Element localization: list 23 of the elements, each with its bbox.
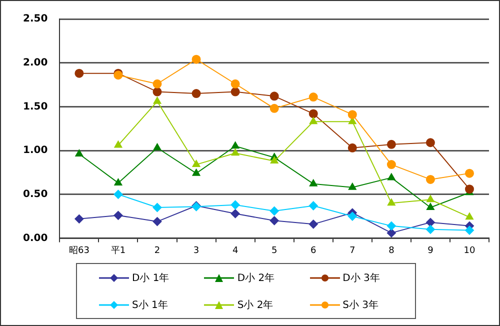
y-tick-label: 1.00 bbox=[22, 145, 48, 156]
y-tick-label: 2.00 bbox=[22, 57, 48, 68]
legend-label: S小 2年 bbox=[237, 298, 274, 312]
x-tick-label: 5 bbox=[271, 246, 278, 256]
y-tick-label: 1.50 bbox=[22, 101, 48, 112]
x-tick-label: 昭63 bbox=[68, 244, 90, 256]
x-tick-label: 8 bbox=[388, 246, 395, 256]
legend-label: S小 3年 bbox=[342, 298, 379, 312]
x-tick-label: 10 bbox=[464, 246, 476, 256]
y-tick-label: 0.00 bbox=[22, 232, 48, 244]
y-tick-label: 2.50 bbox=[22, 14, 48, 25]
x-tick-label: 3 bbox=[193, 246, 200, 256]
legend-label: D小 2年 bbox=[237, 272, 275, 284]
y-tick-label: 0.50 bbox=[22, 188, 48, 200]
legend-label: D小 3年 bbox=[342, 272, 380, 284]
x-tick-label: 4 bbox=[232, 246, 238, 256]
x-tick-label: 6 bbox=[310, 246, 316, 256]
x-tick-label: 7 bbox=[350, 246, 356, 256]
x-tick-label: 平1 bbox=[110, 246, 126, 256]
legend-label: D小 1年 bbox=[132, 272, 170, 284]
legend-label: S小 1年 bbox=[132, 298, 168, 312]
x-tick-label: 2 bbox=[154, 246, 160, 256]
x-tick-label: 9 bbox=[428, 246, 434, 256]
